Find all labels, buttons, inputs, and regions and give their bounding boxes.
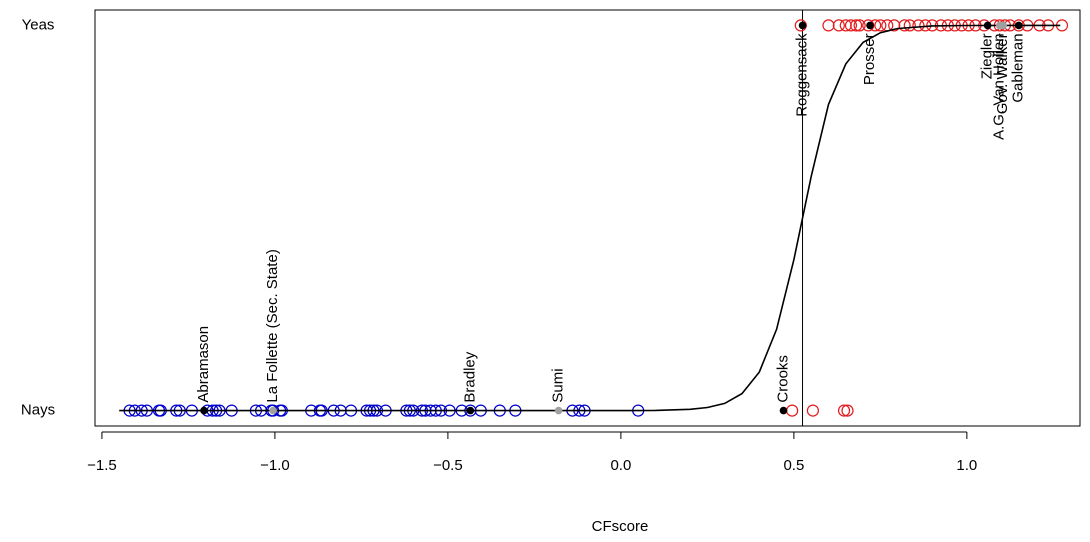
plot-box [94,9,1081,427]
x-tick-label: 1.0 [956,457,977,474]
point [839,19,852,32]
point [806,404,820,417]
point [837,404,851,417]
point-label: Ziegler [979,33,996,79]
x-tick-label: 0.0 [610,457,631,474]
point [822,19,835,32]
point-label: Roggensack [793,33,810,117]
labeled-point [999,21,1007,30]
point-label: Bradley [461,351,478,402]
labeled-point [866,21,874,30]
point [844,19,858,32]
point-label: Sumi [550,368,567,402]
point [912,19,925,32]
labeled-point [1014,21,1023,30]
point-label: Abramason [195,326,212,403]
labeled-point [200,406,208,415]
point-label: Gableman [1010,33,1027,102]
x-tick-label: −1.0 [260,457,290,474]
point-label: Gov. Walker [994,33,1011,114]
point [888,19,901,32]
fit-curve [119,24,1061,412]
x-tick-label: 0.5 [783,457,804,474]
x-tick-label: −1.5 [87,457,117,474]
labeled-point [269,406,277,415]
point [832,19,845,32]
x-axis-label: CFscore [592,518,649,535]
point [903,19,916,32]
labeled-point [798,21,807,30]
point-label: A.G. Van Hollen [991,33,1008,139]
point [853,19,866,32]
point [786,404,799,417]
point [898,19,911,32]
point-label: Crooks [774,355,791,403]
labeled-point [466,406,475,415]
point-label: La Follette (Sec. State) [264,249,281,402]
labeled-point [983,21,992,30]
point-label: Prosser [861,33,878,85]
point [841,404,854,417]
point [850,19,863,32]
x-tick-label: −0.5 [433,457,463,474]
point [874,19,887,32]
y-tick-label: Nays [21,402,55,419]
y-tick-label: Yeas [22,16,55,33]
labeled-point [554,406,563,415]
labeled-point [779,406,788,415]
